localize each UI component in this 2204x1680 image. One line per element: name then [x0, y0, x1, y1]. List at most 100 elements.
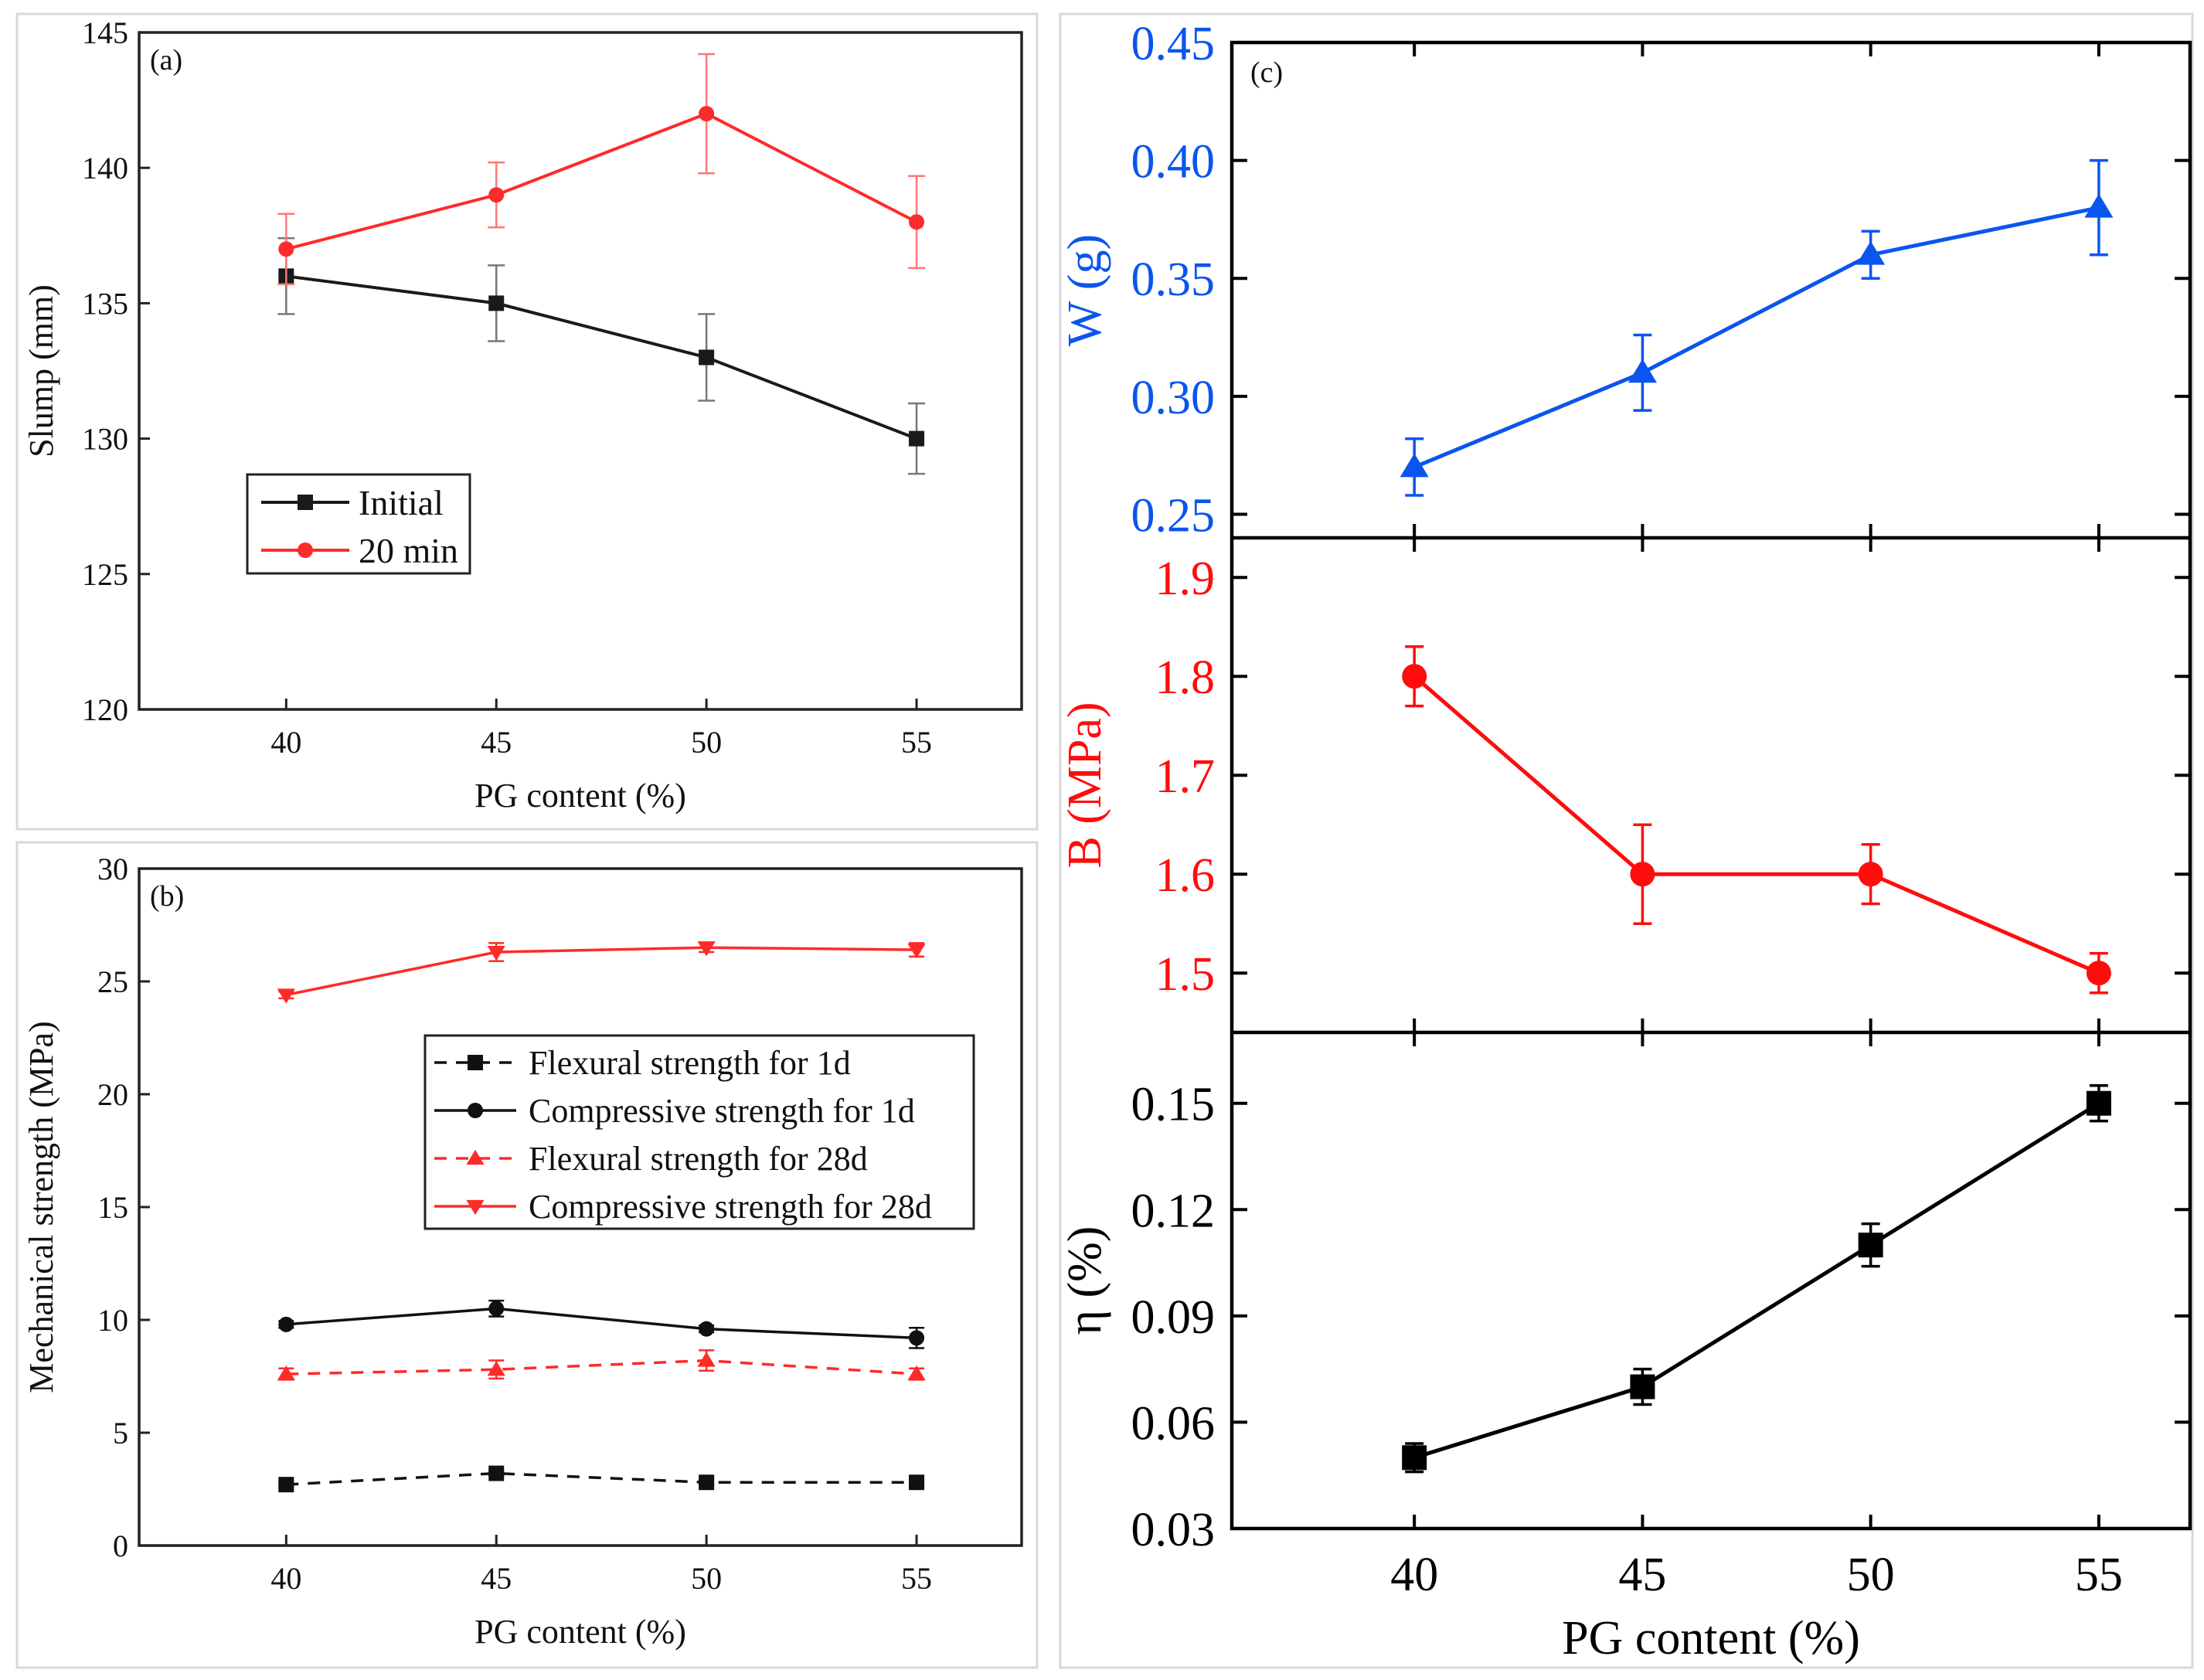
c-subplot-1-y-tick-label-0: 1.5 [1155, 948, 1216, 1001]
c-subplot-1-line [1413, 675, 2100, 975]
a-series-0-point-1 [488, 295, 505, 311]
b-series-3-point-1 [487, 945, 505, 961]
b-y-axis-title: Mechanical strength (MPa) [22, 1021, 60, 1393]
a-legend-marker-0 [298, 495, 313, 510]
c-subplot-2-y-tick-label-2: 0.09 [1131, 1291, 1216, 1344]
panel-c-stacked-chart: 0.25 0.30 0.35 0.40 0.45 W (g) 1.5 1.6 1.7 1.8 1.9… [1059, 18, 2192, 1665]
c-subplot-0-point-3 [2084, 193, 2114, 218]
b-legend-label-3: Compressive strength for 28d [529, 1188, 932, 1226]
a-series-1-point-2 [699, 106, 715, 122]
c-subplot-0: 0.25 0.30 0.35 0.40 0.45 W (g) [1059, 18, 2190, 542]
a-series-0-line [286, 274, 917, 440]
a-y-tick-label-3: 135 [82, 286, 128, 321]
b-series-1-line [286, 1307, 917, 1340]
b-series-0 [278, 1465, 925, 1493]
c-subplot-0-line [1413, 206, 2100, 469]
b-legend: Flexural strength for 1d Compressive stre… [423, 1034, 975, 1230]
b-y-tick-label-0: 0 [113, 1529, 128, 1563]
a-y-tick-label-4: 140 [82, 151, 128, 185]
a-series-1-point-0 [278, 241, 294, 257]
b-series-0-point-2 [699, 1474, 715, 1491]
a-legend-label-0: Initial [359, 483, 444, 522]
b-legend-marker-1 [468, 1103, 483, 1118]
c-subplot-1-y-tick-label-3: 1.8 [1155, 651, 1216, 704]
b-series-3-point-2 [697, 941, 716, 957]
b-panel-label: (b) [150, 880, 184, 913]
c-panel-label: (c) [1250, 56, 1283, 89]
c-x-tick-label-1: 45 [1618, 1549, 1666, 1601]
a-legend: Initial 20 min [246, 473, 471, 575]
c-subplot-2: 0.03 0.06 0.09 0.12 0.15 η (%) [1059, 1032, 2190, 1556]
b-series-2-point-0 [277, 1365, 295, 1381]
c-subplot-1-point-1 [1630, 862, 1655, 887]
b-series-3-line [285, 946, 917, 997]
c-subplot-2-point-3 [2086, 1090, 2111, 1116]
a-series-1-line [285, 111, 917, 251]
c-x-tick-label-3: 55 [2075, 1549, 2123, 1601]
a-panel-label: (a) [150, 44, 182, 77]
b-series-2-point-3 [907, 1365, 926, 1381]
b-series-3 [277, 941, 926, 1004]
c-subplot-2-line [1413, 1101, 2100, 1460]
c-subplot-2-y-axis-title: η (%) [1059, 1226, 1111, 1335]
c-x-tick-label-2: 50 [1847, 1549, 1895, 1601]
c-subplot-0-y-tick-label-1: 0.30 [1131, 372, 1216, 424]
b-y-tick-label-2: 10 [97, 1303, 128, 1338]
c-subplot-0-y-tick-label-0: 0.25 [1131, 489, 1216, 542]
b-y-tick-label-6: 30 [97, 852, 128, 886]
c-subplot-2-point-2 [1858, 1233, 1883, 1258]
b-series-1-point-3 [909, 1330, 925, 1346]
panel-c-border [1059, 12, 2194, 1669]
c-x-axis-title: PG content (%) [1562, 1612, 1860, 1665]
b-y-tick-label-1: 5 [113, 1416, 128, 1450]
a-legend-marker-1 [298, 542, 313, 558]
a-y-tick-label-1: 125 [82, 557, 128, 592]
c-subplot-2-y-tick-label-0: 0.03 [1131, 1504, 1216, 1556]
a-legend-box [246, 473, 471, 575]
b-series-1-point-2 [699, 1321, 715, 1337]
b-legend-label-0: Flexural strength for 1d [529, 1044, 851, 1082]
c-x-tick-label-0: 40 [1390, 1549, 1438, 1601]
b-x-tick-label-3: 55 [901, 1561, 932, 1596]
a-x-tick-label-1: 45 [481, 725, 512, 760]
b-series-3-point-0 [277, 988, 295, 1004]
b-x-axis-title: PG content (%) [474, 1613, 686, 1651]
b-y-tick-label-4: 20 [97, 1077, 128, 1112]
b-x-tick-label-2: 50 [691, 1561, 722, 1596]
b-legend-label-1: Compressive strength for 1d [529, 1092, 915, 1130]
a-series-1-point-3 [909, 214, 925, 230]
b-series-0-line [286, 1471, 917, 1486]
b-series-0-point-1 [488, 1465, 505, 1481]
a-y-tick-label-5: 145 [82, 15, 128, 50]
panel-backgrounds [15, 12, 2194, 1669]
c-subplot-1-y-tick-label-1: 1.6 [1155, 849, 1216, 902]
b-series-2-point-2 [697, 1352, 716, 1367]
c-subplot-1: 1.5 1.6 1.7 1.8 1.9 B (MPa) [1059, 538, 2190, 1032]
b-series-3-point-3 [907, 944, 926, 959]
panel-b-strength-chart: 0 5 10 15 20 25 30 40 45 50 55 PG content (%) Mechan… [22, 852, 1023, 1651]
c-subplot-1-y-tick-label-2: 1.7 [1155, 750, 1216, 803]
a-x-tick-label-2: 50 [691, 725, 722, 760]
a-series-0 [277, 237, 926, 475]
a-y-axis-title: Slump (mm) [22, 284, 60, 457]
a-x-tick-label-3: 55 [901, 725, 932, 760]
a-series-0-point-2 [699, 349, 715, 366]
c-subplot-0-point-0 [1400, 453, 1429, 478]
b-legend-marker-3 [466, 1199, 485, 1216]
b-y-tick-label-3: 15 [97, 1190, 128, 1225]
c-subplot-1-point-0 [1402, 664, 1427, 689]
c-subplot-0-y-tick-label-3: 0.40 [1131, 136, 1216, 189]
c-subplot-2-point-1 [1630, 1374, 1655, 1399]
c-subplot-2-point-0 [1402, 1445, 1427, 1471]
b-legend-marker-2 [466, 1149, 485, 1165]
b-series-2 [277, 1349, 926, 1381]
b-legend-marker-0 [468, 1055, 483, 1070]
c-plot-frame [1230, 40, 2192, 1531]
b-series-0-point-0 [278, 1477, 294, 1493]
b-series-1-point-0 [278, 1316, 294, 1332]
c-subplot-2-y-tick-label-3: 0.12 [1131, 1185, 1216, 1237]
b-series-2-line [286, 1359, 917, 1376]
b-y-tick-label-5: 25 [97, 964, 128, 999]
panel-a-border [15, 12, 1039, 831]
